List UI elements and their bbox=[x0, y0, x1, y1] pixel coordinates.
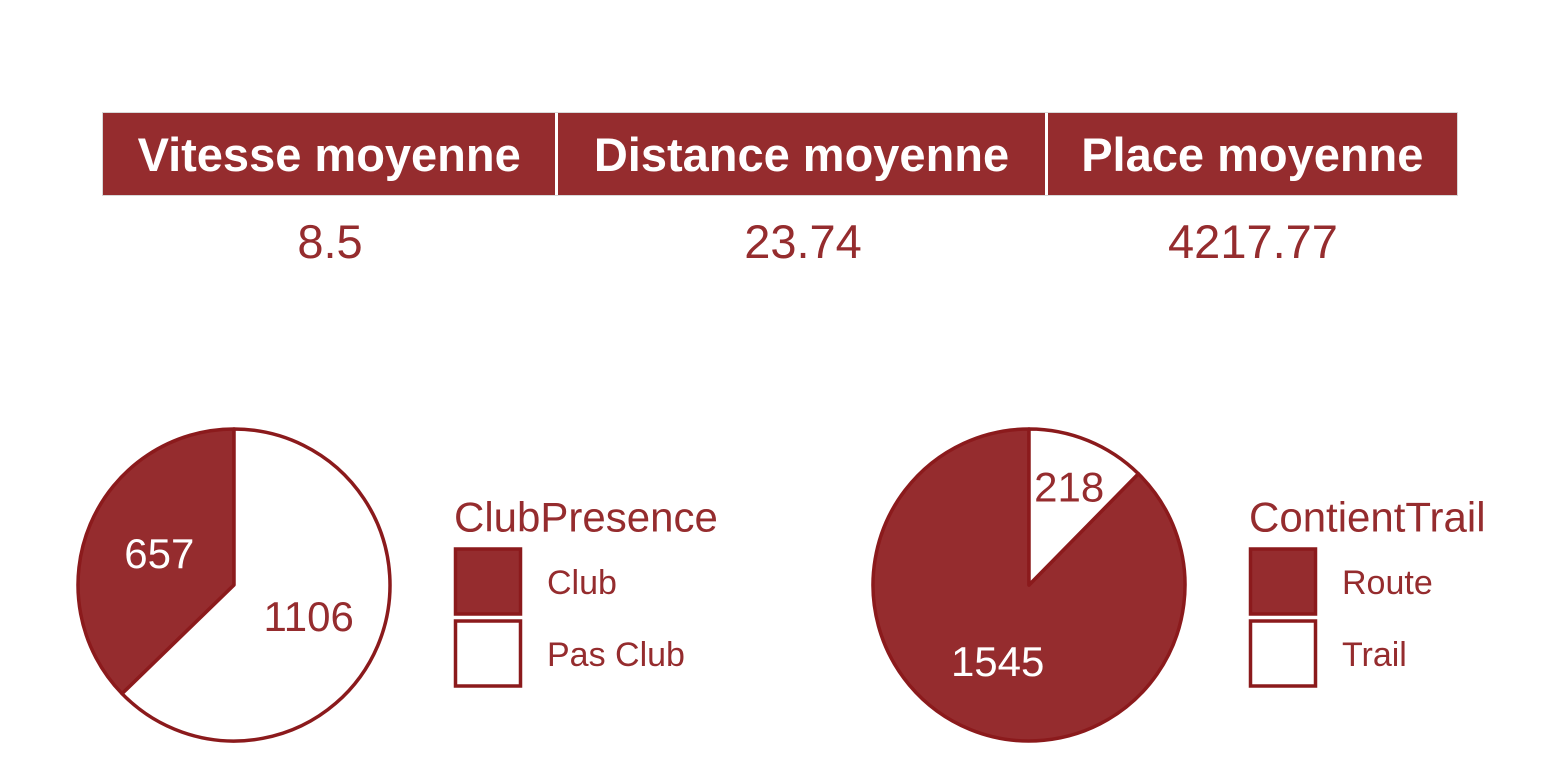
clubpresence-slice-club bbox=[76, 427, 236, 696]
contienttrail-slice-trail bbox=[1027, 427, 1141, 587]
header-distance-moyenne: Distance moyenne bbox=[558, 113, 1048, 195]
contienttrail-legend-key bbox=[1248, 547, 1318, 616]
value-distance-moyenne: 23.74 bbox=[744, 214, 862, 268]
header-place-moyenne: Place moyenne bbox=[1047, 113, 1457, 195]
summary-header-row: Vitesse moyenne Distance moyenne Place m… bbox=[102, 112, 1458, 196]
clubpresence-data-label: 657 bbox=[124, 530, 194, 577]
clubpresence-legend-key bbox=[453, 547, 523, 616]
value-place-moyenne: 4217.77 bbox=[1168, 214, 1338, 268]
contienttrail-legend-label: Route bbox=[1342, 564, 1433, 602]
summary-table: Vitesse moyenne Distance moyenne Place m… bbox=[102, 112, 1458, 286]
contienttrail-legend-key bbox=[1248, 619, 1318, 688]
value-vitesse-moyenne: 8.5 bbox=[297, 214, 363, 268]
clubpresence-legend-label: Club bbox=[547, 564, 617, 602]
header-vitesse-moyenne: Vitesse moyenne bbox=[103, 113, 559, 195]
clubpresence-legend-key bbox=[453, 619, 523, 688]
clubpresence-legend-label: Pas Club bbox=[547, 636, 685, 674]
clubpresence-slice-pas-club bbox=[120, 427, 392, 743]
clubpresence-data-label: 1106 bbox=[264, 593, 354, 640]
clubpresence-legend-title: ClubPresence bbox=[454, 494, 718, 541]
summary-values-row: 8.5 23.74 4217.77 bbox=[102, 196, 1458, 286]
contienttrail-legend-title: ContientTrail bbox=[1249, 494, 1486, 541]
contienttrail-data-label: 1545 bbox=[951, 638, 1044, 685]
contienttrail-data-label: 218 bbox=[1034, 463, 1104, 510]
contienttrail-legend-label: Trail bbox=[1342, 636, 1407, 674]
